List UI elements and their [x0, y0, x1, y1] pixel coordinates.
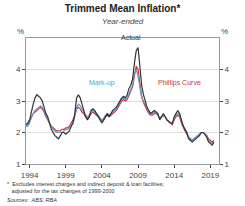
svg-text:%: % [17, 27, 24, 36]
svg-text:Phillips Curve: Phillips Curve [158, 79, 201, 87]
svg-text:4: 4 [225, 65, 230, 74]
svg-text:Year-ended: Year-ended [102, 17, 144, 26]
svg-text:1: 1 [16, 160, 21, 169]
svg-text:2: 2 [16, 128, 21, 137]
svg-text:2: 2 [225, 128, 230, 137]
svg-text:Mark-up: Mark-up [89, 79, 115, 87]
svg-text:2014: 2014 [165, 171, 183, 180]
svg-text:2019: 2019 [201, 171, 219, 180]
svg-text:%: % [221, 27, 228, 36]
svg-text:* Excludes interest charges a: * Excludes interest charges and indirect… [7, 181, 165, 194]
svg-text:1994: 1994 [21, 171, 39, 180]
svg-text:3: 3 [16, 97, 21, 106]
svg-text:3: 3 [225, 97, 230, 106]
svg-text:1: 1 [225, 160, 230, 169]
svg-text:4: 4 [16, 65, 21, 74]
svg-text:Trimmed Mean Inflation*: Trimmed Mean Inflation* [65, 3, 181, 14]
svg-text:2004: 2004 [93, 171, 111, 180]
svg-text:1999: 1999 [57, 171, 75, 180]
svg-text:Sources: ABS; RBA: Sources: ABS; RBA [7, 197, 57, 203]
svg-text:Actual: Actual [121, 34, 141, 41]
svg-text:2009: 2009 [129, 171, 147, 180]
